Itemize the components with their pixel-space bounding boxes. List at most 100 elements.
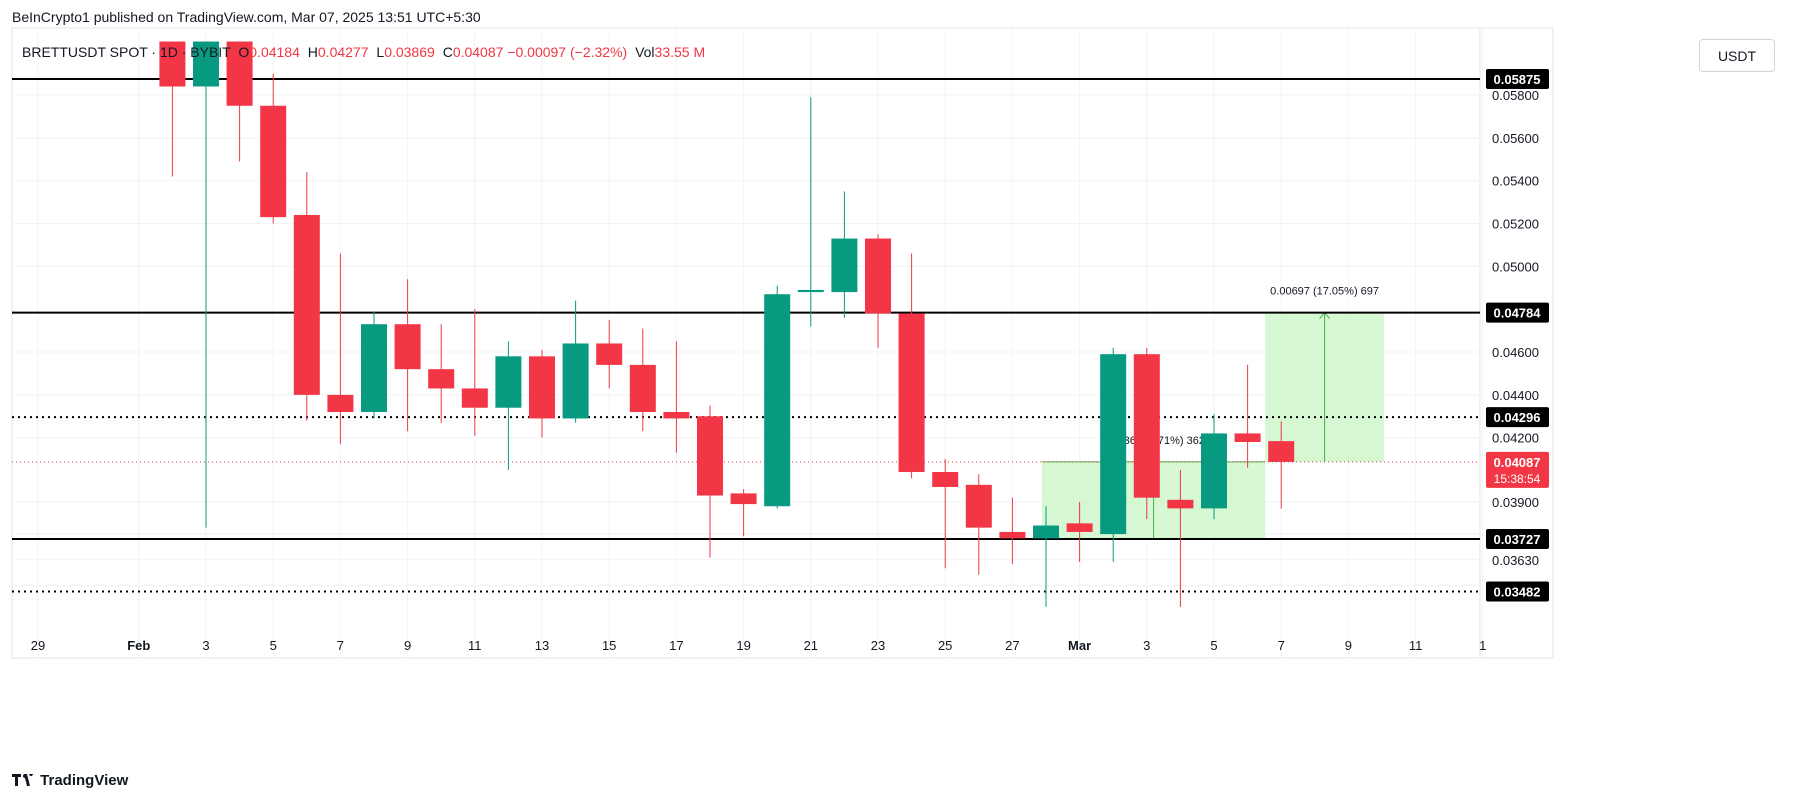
level-price-tag — [1486, 529, 1549, 549]
x-tick-label: 29 — [31, 638, 45, 653]
x-tick-label: 11 — [468, 638, 482, 653]
open-value: 0.04184 — [249, 44, 300, 60]
time-axis: 29 Feb 3 5 7 9 11 13 15 17 19 21 23 25 27 Mar 3 5 7 9 11 1 — [31, 638, 1487, 653]
low-label: L — [376, 44, 385, 60]
x-tick-label: 7 — [337, 638, 344, 653]
measure-label: 0.00697 (17.05%) 697 — [1270, 286, 1379, 298]
level-price-tag — [1486, 407, 1549, 428]
candle-body[interactable] — [361, 324, 387, 413]
plot-frame — [11, 27, 1554, 659]
y-tick-label: 0.04200 — [1492, 431, 1539, 446]
x-tick-label: 17 — [669, 638, 683, 653]
symbol-legend: BRETTUSDT SPOT · 1D · BYBIT O0.04184 H0.… — [22, 44, 705, 60]
x-tick-label: 27 — [1005, 638, 1019, 653]
candle-body[interactable] — [663, 412, 690, 419]
level-price-label: 0.04784 — [1494, 306, 1542, 321]
volume-label: Vol — [635, 44, 655, 60]
candle-body[interactable] — [327, 394, 354, 413]
candle-body[interactable] — [226, 41, 253, 106]
x-tick-label: 3 — [202, 638, 209, 653]
x-tick-label: 19 — [736, 638, 750, 653]
volume-value: 33.55 M — [654, 44, 706, 60]
candle-body[interactable] — [495, 356, 522, 408]
candle-body[interactable] — [1234, 433, 1261, 442]
candle-body[interactable] — [1033, 525, 1059, 539]
currency-button[interactable]: USDT — [1699, 39, 1775, 72]
close-label: C — [442, 44, 453, 60]
candle-body[interactable] — [797, 289, 824, 293]
candle-body[interactable] — [1100, 354, 1127, 535]
y-tick-label: 0.03630 — [1492, 553, 1539, 568]
y-tick-label: 0.04400 — [1492, 388, 1539, 403]
level-price-tag — [1486, 69, 1549, 89]
publisher-caption: BeInCrypto1 published on TradingView.com… — [12, 9, 481, 25]
candle-body[interactable] — [999, 531, 1026, 539]
x-tick-label: 11 — [1409, 638, 1423, 653]
last-price-label: 0.04087 — [1494, 455, 1541, 470]
candle-body[interactable] — [965, 484, 992, 528]
level-price-label: 0.05875 — [1494, 72, 1541, 87]
candle-body[interactable] — [562, 343, 589, 419]
candlestick-series — [159, 41, 1295, 607]
x-tick-label: Mar — [1068, 638, 1091, 653]
y-tick-label: 0.03900 — [1492, 495, 1539, 510]
x-tick-label: 23 — [871, 638, 885, 653]
x-tick-label: Feb — [127, 638, 150, 653]
candle-body[interactable] — [629, 364, 656, 413]
candle-body[interactable] — [831, 238, 858, 293]
y-tick-label: 0.05200 — [1492, 217, 1539, 232]
candle-body[interactable] — [293, 214, 320, 395]
y-tick-label: 0.05800 — [1492, 88, 1539, 103]
y-tick-label: 0.05400 — [1492, 174, 1539, 189]
candle-body[interactable] — [1167, 499, 1194, 509]
candle-body[interactable] — [932, 471, 959, 487]
last-price-tag — [1486, 451, 1549, 488]
price-axis: 0.05800 0.05600 0.05400 0.05200 0.05000 0.046… — [1486, 69, 1549, 602]
candle-body[interactable] — [529, 356, 555, 419]
x-tick-label: 7 — [1278, 638, 1285, 653]
y-tick-label: 0.04600 — [1492, 345, 1539, 360]
candle-body[interactable] — [1066, 523, 1093, 532]
candle-body[interactable] — [1268, 441, 1295, 462]
candle-body[interactable] — [193, 41, 219, 87]
level-price-tag — [1486, 302, 1549, 323]
candle-body[interactable] — [1133, 354, 1160, 498]
low-value: 0.03869 — [384, 44, 435, 60]
candle-body[interactable] — [1201, 433, 1227, 509]
open-label: O — [238, 44, 250, 60]
y-tick-label: 0.05600 — [1492, 131, 1539, 146]
candle-body[interactable] — [428, 369, 455, 389]
x-tick-label: 1 — [1479, 638, 1486, 653]
tradingview-logo-icon — [12, 771, 34, 790]
candle-body[interactable] — [461, 388, 488, 408]
brand-name: TradingView — [40, 772, 129, 789]
bar-countdown: 15:38:54 — [1494, 472, 1541, 486]
candle-body[interactable] — [159, 41, 186, 87]
tradingview-brand: TradingView — [12, 771, 129, 790]
candle-body[interactable] — [730, 493, 757, 505]
x-tick-label: 5 — [270, 638, 277, 653]
x-tick-label: 3 — [1143, 638, 1150, 653]
high-value: 0.04277 — [317, 44, 369, 60]
horizontal-levels — [12, 78, 1480, 593]
level-price-label: 0.03482 — [1494, 584, 1541, 599]
candle-body[interactable] — [898, 313, 925, 472]
candle-body[interactable] — [260, 105, 287, 218]
y-tick-label: 0.05000 — [1492, 259, 1539, 274]
x-tick-label: 15 — [602, 638, 616, 653]
x-tick-label: 9 — [404, 638, 411, 653]
candle-body[interactable] — [764, 294, 791, 507]
candle-body[interactable] — [697, 416, 723, 496]
x-tick-label: 21 — [804, 638, 818, 653]
symbol-name: BRETTUSDT SPOT · 1D · BYBIT — [22, 44, 231, 60]
x-tick-label: 9 — [1345, 638, 1352, 653]
x-tick-label: 25 — [938, 638, 952, 653]
change-value: −0.00097 (−2.32%) — [507, 44, 628, 60]
candle-body[interactable] — [865, 238, 891, 314]
level-price-tag — [1486, 581, 1549, 602]
level-price-label: 0.04296 — [1494, 410, 1541, 425]
level-price-label: 0.03727 — [1494, 532, 1541, 547]
candle-body[interactable] — [596, 343, 623, 365]
candle-body[interactable] — [394, 324, 421, 370]
